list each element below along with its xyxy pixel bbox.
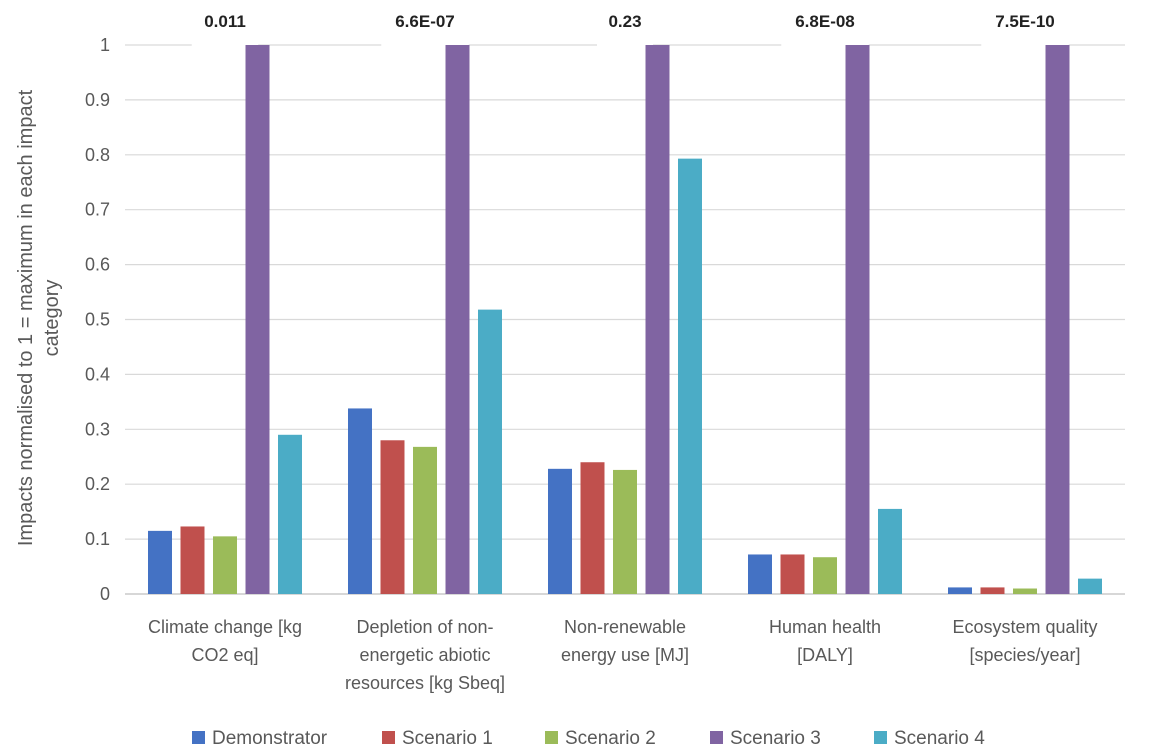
legend-swatch (545, 731, 558, 744)
y-axis-ticks: 0 0.1 0.2 0.3 0.4 0.5 0.6 0.7 0.8 0.9 1 (85, 35, 110, 604)
x-category-label: [DALY] (797, 645, 853, 665)
x-category-label: Depletion of non- (356, 617, 493, 637)
legend-label: Scenario 1 (402, 728, 493, 749)
x-category-label: [species/year] (969, 645, 1080, 665)
bar (445, 45, 470, 594)
annotation-label: 0.011 (204, 12, 246, 31)
legend-label: Scenario 2 (565, 728, 656, 749)
legend-label: Demonstrator (212, 728, 328, 749)
annotation-label: 6.8E-08 (795, 12, 855, 31)
y-tick-label: 0.2 (85, 474, 110, 494)
x-category-label: Climate change [kg (148, 617, 302, 637)
bar (845, 45, 870, 594)
y-tick-label: 0.6 (85, 255, 110, 275)
bar (548, 468, 572, 594)
legend-label: Scenario 4 (894, 728, 985, 749)
bar (645, 45, 670, 594)
bar (348, 408, 372, 594)
bar (780, 554, 805, 594)
bar (1013, 588, 1037, 594)
bar (613, 469, 637, 594)
y-axis-title: Impacts normalised to 1 = maximum in eac… (15, 89, 63, 546)
y-axis-title-line: Impacts normalised to 1 = maximum in eac… (15, 89, 37, 546)
bar (1045, 45, 1070, 594)
x-axis-categories: Climate change [kg CO2 eq] Depletion of no… (148, 617, 1098, 693)
bar (580, 462, 605, 594)
bar (478, 309, 502, 594)
bar (678, 158, 702, 594)
x-category-label: Human health (769, 617, 881, 637)
bar (380, 440, 405, 594)
bar (213, 536, 237, 594)
y-tick-label: 0.7 (85, 200, 110, 220)
legend-swatch (382, 731, 395, 744)
y-axis-title-line: category (41, 280, 63, 357)
x-category-label: Ecosystem quality (952, 617, 1097, 637)
legend-swatch (874, 731, 887, 744)
annotation-label: 7.5E-10 (995, 12, 1055, 31)
annotations: 0.011 6.6E-07 0.23 6.8E-08 7.5E-10 (191, 8, 1070, 61)
bar (1078, 578, 1102, 594)
y-tick-label: 0.3 (85, 419, 110, 439)
legend-swatch (192, 731, 205, 744)
bar (878, 508, 902, 594)
bar-top (1045, 45, 1070, 61)
y-tick-label: 0.1 (85, 529, 110, 549)
bar (948, 587, 972, 594)
y-tick-label: 1 (100, 35, 110, 55)
x-category-label: energy use [MJ] (561, 645, 689, 665)
bar-top (445, 45, 470, 61)
y-tick-label: 0 (100, 584, 110, 604)
annotation-backdrop (597, 8, 653, 58)
bars (148, 45, 1102, 594)
bar (413, 446, 437, 594)
annotation-label: 6.6E-07 (395, 12, 455, 31)
bar (813, 557, 837, 594)
y-tick-label: 0.8 (85, 145, 110, 165)
bar (278, 434, 302, 594)
x-category-label: energetic abiotic (359, 645, 490, 665)
bar (748, 554, 772, 594)
x-category-label: Non-renewable (564, 617, 686, 637)
bar-top (245, 45, 270, 61)
y-tick-label: 0.9 (85, 90, 110, 110)
bar-top (645, 45, 670, 61)
y-axis-label: Impacts normalised to 1 = maximum in eac… (15, 89, 63, 546)
bar (148, 530, 172, 594)
annotation-label: 0.23 (608, 12, 641, 31)
legend-swatch (710, 731, 723, 744)
bar (180, 526, 205, 594)
legend-label: Scenario 3 (730, 728, 821, 749)
y-tick-label: 0.5 (85, 310, 110, 330)
bar (245, 45, 270, 594)
bar (980, 587, 1005, 594)
x-category-label: resources [kg Sbeq] (345, 673, 505, 693)
bar-top (845, 45, 870, 61)
x-category-label: CO2 eq] (191, 645, 258, 665)
y-tick-label: 0.4 (85, 364, 110, 384)
legend: Demonstrator Scenario 1 Scenario 2 Scenario… (192, 728, 985, 749)
